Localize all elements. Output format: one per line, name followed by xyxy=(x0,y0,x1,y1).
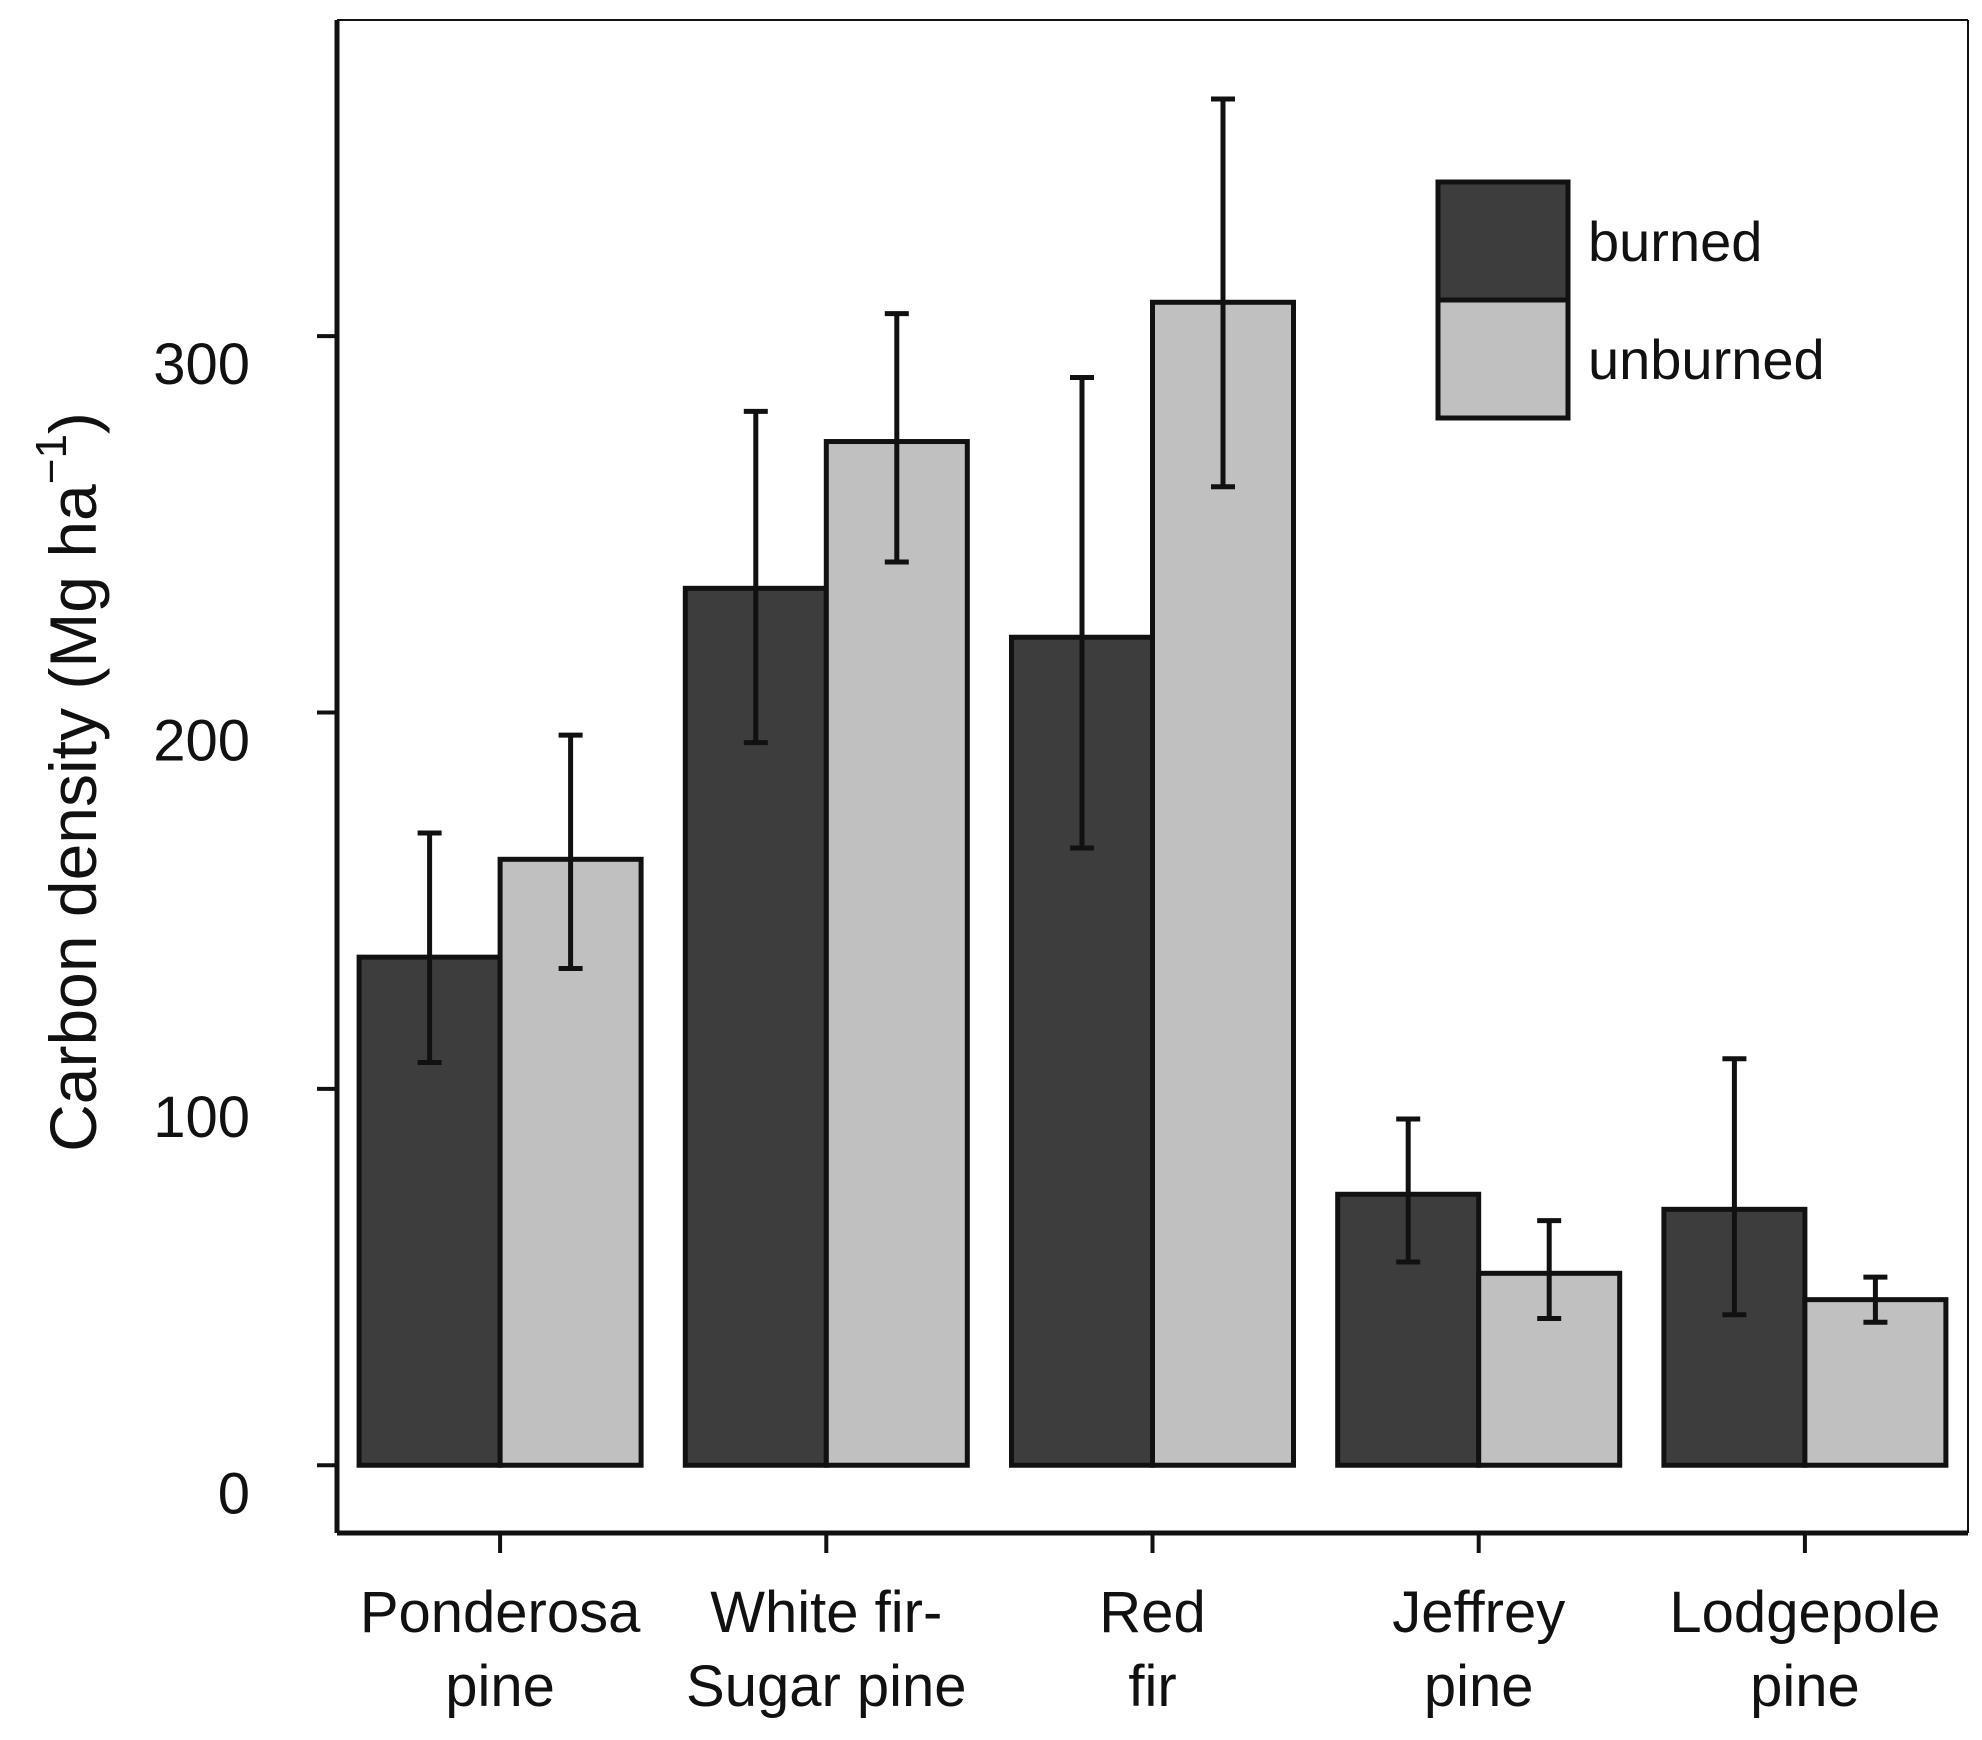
y-axis-label: Carbon density (Mg ha−1) xyxy=(27,412,110,1152)
y-axis-label-main: Carbon density (Mg ha xyxy=(36,484,110,1152)
y-tick-label-0: 0 xyxy=(218,1461,250,1526)
bar-unburned-5 xyxy=(1802,1297,1949,1468)
x-tick-label-line: pine xyxy=(445,1654,555,1719)
y-axis-label-close: ) xyxy=(36,412,110,434)
x-tick-label-line: pine xyxy=(1750,1654,1860,1719)
x-tick-label-line: Ponderosa xyxy=(360,1580,641,1645)
legend-swatch-burned xyxy=(1435,179,1571,303)
x-tick-label-line: fir xyxy=(1128,1654,1176,1719)
x-tick-label-line: Red xyxy=(1099,1580,1205,1645)
y-axis-label-exponent: −1 xyxy=(27,434,76,484)
x-tick-label-line: Jeffrey xyxy=(1392,1580,1565,1645)
legend-label-burned: burned xyxy=(1588,210,1762,273)
chart-legend: burned unburned xyxy=(1435,179,1825,421)
x-tick-label-5: Lodgepole pine xyxy=(1669,1580,1940,1719)
chart-axes: Ponderosa pine White fir- Sugar pine Red fir J… xyxy=(153,19,1969,1719)
legend-label-unburned: unburned xyxy=(1588,328,1825,391)
y-tick-label-200: 200 xyxy=(153,709,250,774)
x-tick-label-3: Red fir xyxy=(1099,1580,1205,1719)
chart-marks xyxy=(356,96,1949,1468)
x-tick-label-line: Sugar pine xyxy=(686,1654,967,1719)
legend-swatch-unburned xyxy=(1435,297,1571,421)
x-tick-label-line: pine xyxy=(1424,1654,1534,1719)
y-tick-label-300: 300 xyxy=(153,332,250,397)
bar-unburned-2 xyxy=(823,439,970,1468)
x-tick-label-line: White fir- xyxy=(710,1580,942,1645)
x-tick-label-4: Jeffrey pine xyxy=(1392,1580,1565,1719)
x-tick-label-line: Lodgepole xyxy=(1669,1580,1940,1645)
bar-unburned-3 xyxy=(1150,299,1296,1468)
x-tick-label-1: Ponderosa pine xyxy=(360,1580,641,1719)
y-tick-label-100: 100 xyxy=(153,1085,250,1150)
x-tick-label-2: White fir- Sugar pine xyxy=(686,1580,967,1719)
